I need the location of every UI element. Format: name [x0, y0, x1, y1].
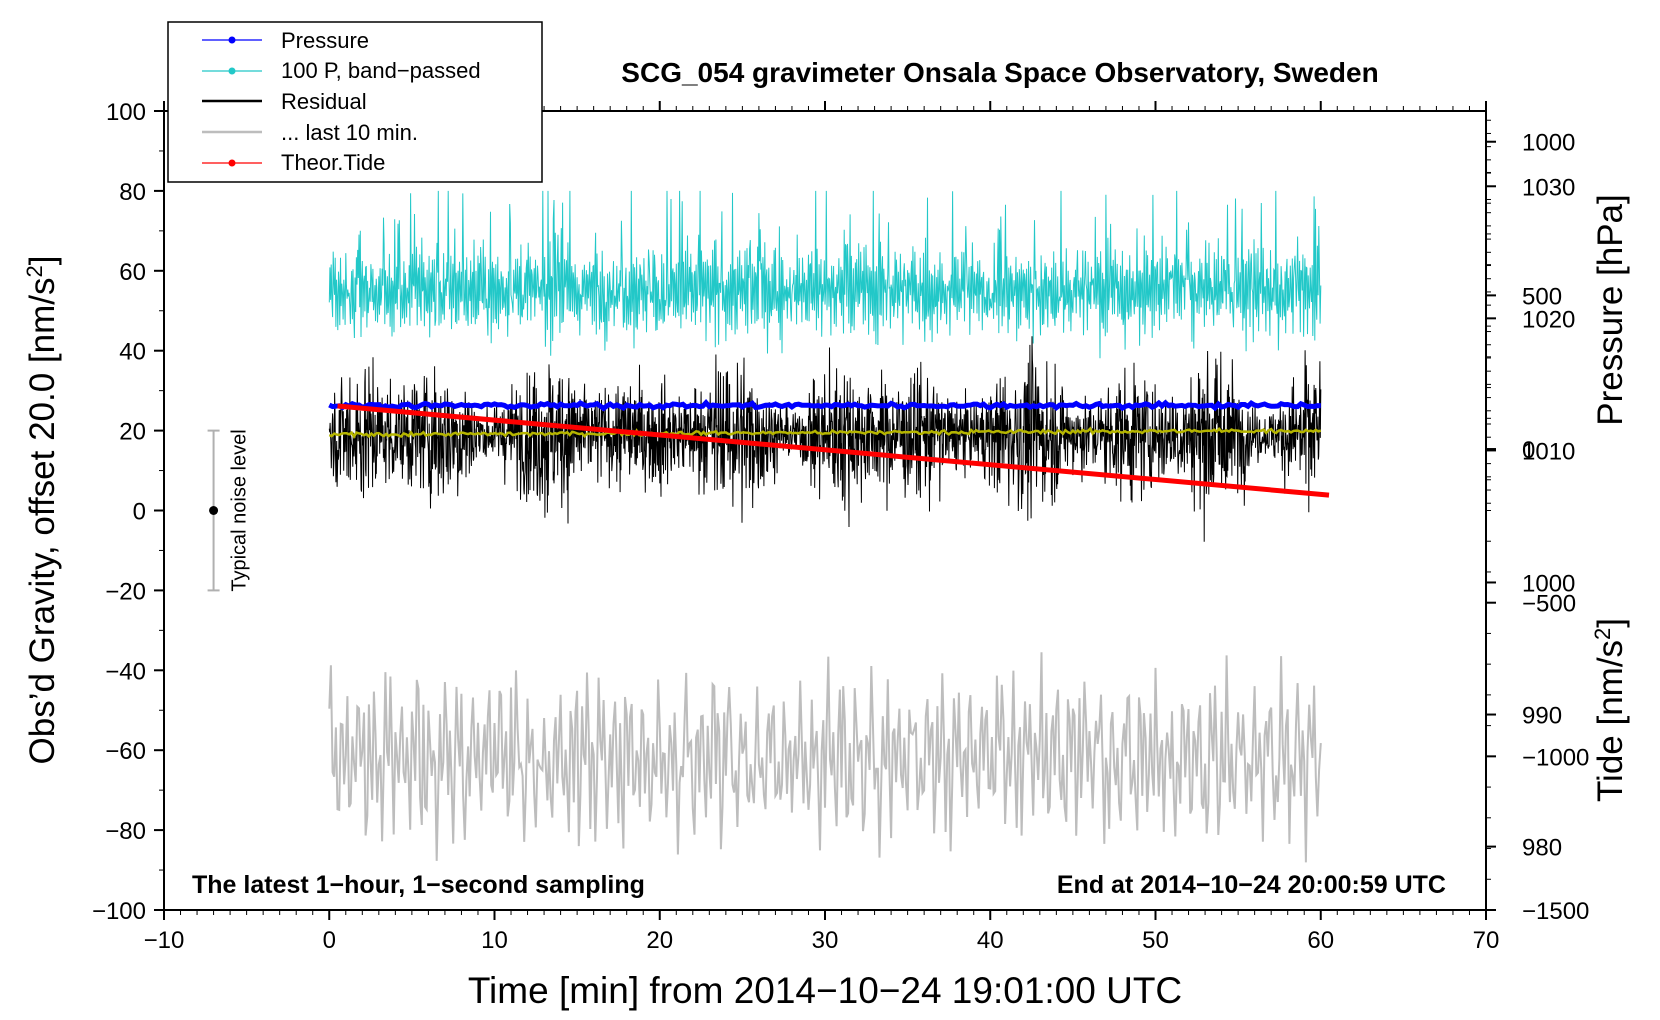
y-tick-label: −100	[92, 898, 146, 925]
y-tick-label: 40	[119, 339, 146, 366]
pressure-tick-label: 1010	[1522, 438, 1575, 465]
x-tick-label: 30	[812, 927, 839, 954]
pressure-tick-label: 1020	[1522, 306, 1575, 333]
noise-indicator-label: Typical noise level	[229, 429, 251, 591]
legend-marker	[228, 36, 236, 44]
y-tick-label: 20	[119, 419, 146, 446]
chart-title: SCG_054 gravimeter Onsala Space Observat…	[621, 57, 1378, 88]
data-layer	[328, 190, 1330, 863]
legend-label-bandpassed: 100 P, band−passed	[281, 58, 481, 83]
annotation-end-time: End at 2014−10−24 20:00:59 UTC	[1057, 871, 1446, 899]
legend-marker	[228, 159, 236, 167]
x-tick-label: 70	[1473, 927, 1500, 954]
series-residual-smoothed	[328, 426, 1322, 439]
y-tick-label: 100	[106, 99, 146, 126]
series-last-10-min	[328, 652, 1322, 863]
y-tick-label: 0	[133, 499, 146, 526]
axes-layer: −10 0 10 20 30 40 50 60 70−100−80−60−40−20020406…	[92, 99, 1589, 954]
y-tick-label: −20	[105, 578, 146, 605]
legend-marks	[202, 36, 262, 167]
x-axis-label: Time [min] from 2014−10−24 19:01:00 UTC	[468, 970, 1182, 1011]
x-tick-label: −10	[144, 927, 185, 954]
x-tick-label: 50	[1142, 927, 1169, 954]
pressure-tick-label: 980	[1522, 835, 1562, 862]
x-tick-label: 10	[481, 927, 508, 954]
pressure-tick-label: 1030	[1522, 174, 1575, 201]
tide-tick-label: 500	[1522, 283, 1562, 310]
tide-tick-label: −500	[1522, 591, 1576, 618]
pressure-tick-label: 990	[1522, 703, 1562, 730]
noise-indicator	[207, 429, 220, 592]
x-tick-label: 60	[1307, 927, 1334, 954]
x-tick-label: 0	[323, 927, 336, 954]
legend-label-residual: Residual	[281, 89, 367, 114]
y-tick-label: 80	[119, 179, 146, 206]
x-tick-label: 20	[646, 927, 673, 954]
legend-marker	[228, 67, 236, 75]
series-bandpassed-pressure	[328, 190, 1322, 359]
series-residual	[328, 336, 1322, 542]
series-pressure	[328, 398, 1321, 412]
pressure-tick-label: 1000	[1522, 570, 1575, 597]
legend-label-last-10-min: ... last 10 min.	[281, 120, 418, 145]
tide-tick-label: 0	[1522, 437, 1535, 464]
annotation-sampling: The latest 1−hour, 1−second sampling	[192, 871, 645, 899]
legend-label-theor-tide: Theor.Tide	[281, 150, 385, 175]
series-theor-tide	[337, 403, 1330, 498]
y-tick-label: −80	[105, 818, 146, 845]
tide-tick-label: 1000	[1522, 130, 1575, 157]
tide-tick-label: −1000	[1522, 744, 1589, 771]
y-tick-label: −60	[105, 738, 146, 765]
y-tick-label: −40	[105, 658, 146, 685]
y-tick-label: 60	[119, 259, 146, 286]
tide-tick-label: −1500	[1522, 898, 1589, 925]
y-axis-label-tide: Tide [nm/s2]	[1590, 618, 1631, 802]
legend: Pressure 100 P, band−passed Residual ...…	[167, 21, 543, 183]
x-tick-label: 40	[977, 927, 1004, 954]
y-axis-label-pressure: Pressure [hPa]	[1591, 194, 1630, 426]
noise-center-dot	[209, 506, 219, 515]
y-axis-label-left: Obs’d Gravity, offset 20.0 [nm/s2]	[22, 256, 63, 765]
legend-label-pressure: Pressure	[281, 28, 369, 53]
